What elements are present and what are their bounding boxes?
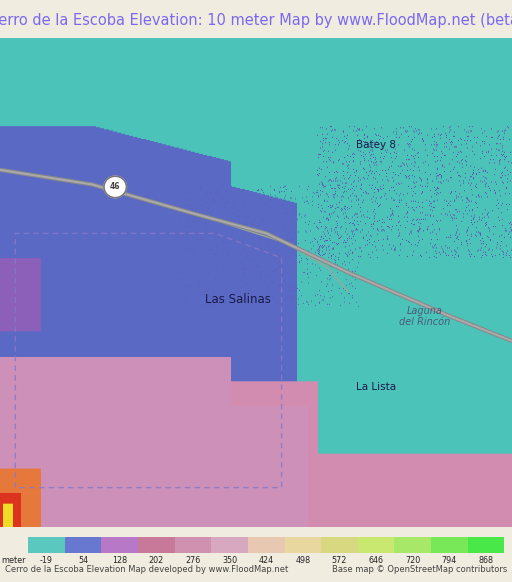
Text: 276: 276 [185, 556, 201, 565]
Bar [394, 537, 431, 553]
Bar [211, 537, 248, 553]
Text: 868: 868 [479, 556, 494, 565]
Text: Batey 8: Batey 8 [356, 140, 396, 150]
Text: 498: 498 [295, 556, 310, 565]
Text: 46: 46 [110, 182, 120, 191]
Bar [101, 537, 138, 553]
Text: 572: 572 [332, 556, 347, 565]
Text: -19: -19 [40, 556, 53, 565]
Text: 54: 54 [78, 556, 88, 565]
Text: 424: 424 [259, 556, 274, 565]
Bar [467, 537, 504, 553]
Text: 646: 646 [369, 556, 383, 565]
Bar [431, 537, 467, 553]
Text: Cerro de la Escoba Elevation Map developed by www.FloodMap.net: Cerro de la Escoba Elevation Map develop… [5, 565, 288, 574]
Text: Laguna
del Rincón: Laguna del Rincón [399, 306, 451, 327]
Text: 794: 794 [442, 556, 457, 565]
Text: Las Salinas: Las Salinas [205, 293, 271, 306]
Text: Cerro de la Escoba Elevation: 10 meter Map by www.FloodMap.net (beta): Cerro de la Escoba Elevation: 10 meter M… [0, 13, 512, 29]
Bar [65, 537, 101, 553]
Bar [28, 537, 65, 553]
Text: La Lista: La Lista [356, 382, 396, 392]
Bar [248, 537, 285, 553]
Bar [138, 537, 175, 553]
Text: Base map © OpenStreetMap contributors: Base map © OpenStreetMap contributors [332, 565, 507, 574]
Text: 350: 350 [222, 556, 237, 565]
Text: 720: 720 [405, 556, 420, 565]
Circle shape [104, 176, 126, 198]
Bar [321, 537, 358, 553]
Text: 202: 202 [148, 556, 164, 565]
Text: meter: meter [2, 556, 26, 565]
Bar [285, 537, 321, 553]
Text: 128: 128 [112, 556, 127, 565]
Bar [358, 537, 394, 553]
Bar [175, 537, 211, 553]
